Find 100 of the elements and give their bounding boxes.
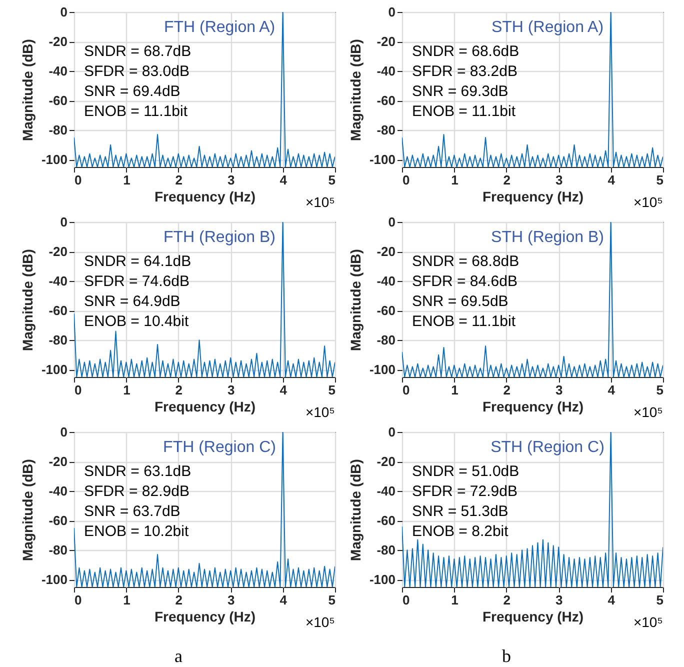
- x-tick-label: 5: [656, 592, 664, 608]
- y-axis-title: Magnitude (dB): [19, 39, 36, 141]
- annotation: SNDR = 68.8dB: [412, 253, 520, 270]
- chart-title: FTH (Region A): [164, 19, 276, 36]
- y-tick-label: -100: [41, 362, 68, 378]
- x-tick-label: 1: [451, 382, 458, 398]
- annotation: SNR = 69.4dB: [84, 83, 180, 100]
- x-tick-label: 3: [227, 172, 235, 188]
- x-tick-label: 3: [227, 382, 235, 398]
- text: ×10⁵: [633, 404, 663, 420]
- y-tick-label: -100: [369, 152, 396, 168]
- chart-title: STH (Region A): [491, 19, 604, 36]
- y-tick-label: 0: [388, 4, 396, 20]
- x-tick-label: 4: [280, 592, 288, 608]
- y-tick-label: -20: [48, 34, 68, 50]
- y-tick-label: -100: [41, 152, 68, 168]
- y-tick-label: -80: [376, 542, 396, 558]
- x-tick-label: 2: [175, 382, 183, 398]
- x-tick-label: 1: [451, 172, 458, 188]
- y-axis-title: Magnitude (dB): [347, 249, 364, 351]
- y-tick-label: -80: [376, 122, 396, 138]
- x-tick-label: 5: [656, 382, 664, 398]
- chart-title: FTH (Region C): [163, 439, 276, 456]
- annotation: ENOB = 10.2bit: [84, 523, 190, 540]
- y-tick-label: -20: [48, 454, 68, 470]
- y-tick-label: 0: [388, 424, 396, 440]
- y-tick-label: 0: [60, 214, 68, 230]
- text: b: [502, 646, 511, 666]
- y-tick-label: -20: [376, 454, 396, 470]
- y-tick-label: -60: [376, 303, 396, 318]
- x-tick-label: 0: [402, 382, 410, 398]
- x-axis-title: Frequency (Hz): [154, 188, 256, 204]
- annotation: SNR = 64.9dB: [84, 293, 180, 310]
- y-tick-label: -20: [376, 34, 396, 50]
- y-tick-label: 0: [60, 4, 68, 20]
- annotation: SNDR = 51.0dB: [412, 463, 520, 480]
- text: ×10⁵: [305, 194, 335, 210]
- x-tick-label: 3: [227, 592, 235, 608]
- annotation: SFDR = 84.6dB: [412, 273, 518, 290]
- y-tick-label: -100: [369, 362, 396, 378]
- x-tick-label: 3: [555, 382, 563, 398]
- annotation: ENOB = 8.2bit: [412, 523, 510, 540]
- annotation: ENOB = 11.1bit: [412, 103, 516, 120]
- y-tick-label: -60: [376, 93, 396, 108]
- chart-title: FTH (Region B): [163, 229, 276, 246]
- x-tick-label: 3: [555, 592, 563, 608]
- y-tick-label: -100: [369, 572, 396, 588]
- x-tick-label: 5: [328, 382, 336, 398]
- x-tick-label: 2: [175, 172, 183, 188]
- y-tick-label: -80: [48, 122, 68, 138]
- x-axis-title: Frequency (Hz): [482, 188, 584, 204]
- y-axis-title: Magnitude (dB): [347, 459, 364, 561]
- y-tick-label: -80: [376, 332, 396, 348]
- annotation: SFDR = 83.0dB: [84, 63, 190, 80]
- annotation: SFDR = 72.9dB: [412, 483, 518, 500]
- annotation: SNR = 69.3dB: [412, 83, 508, 100]
- x-axis-title: Frequency (Hz): [482, 608, 584, 624]
- y-tick-label: -100: [41, 572, 68, 588]
- x-tick-label: 4: [608, 592, 616, 608]
- annotation: SNDR = 68.7dB: [84, 43, 192, 60]
- y-tick-label: -40: [376, 64, 396, 79]
- y-tick-label: -40: [376, 274, 396, 289]
- x-tick-label: 0: [402, 172, 410, 188]
- x-tick-label: 5: [328, 172, 336, 188]
- y-tick-label: -60: [48, 513, 68, 528]
- annotation: SNR = 69.5dB: [412, 293, 508, 310]
- x-tick-label: 3: [555, 172, 563, 188]
- annotation: ENOB = 11.1bit: [84, 103, 188, 120]
- y-tick-label: -40: [48, 274, 68, 289]
- annotation: SFDR = 83.2dB: [412, 63, 518, 80]
- x-tick-label: 0: [74, 382, 82, 398]
- text: ×10⁵: [305, 404, 335, 420]
- annotation: SFDR = 82.9dB: [84, 483, 190, 500]
- x-tick-label: 1: [123, 172, 130, 188]
- annotation: SNDR = 68.6dB: [412, 43, 520, 60]
- text: ×10⁵: [633, 614, 663, 630]
- x-tick-label: 4: [608, 172, 616, 188]
- x-axis-title: Frequency (Hz): [154, 398, 256, 414]
- x-tick-label: 4: [280, 382, 288, 398]
- y-tick-label: -40: [48, 484, 68, 499]
- annotation: ENOB = 10.4bit: [84, 313, 190, 330]
- x-tick-label: 2: [175, 592, 183, 608]
- annotation: SNDR = 63.1dB: [84, 463, 192, 480]
- y-axis-title: Magnitude (dB): [19, 459, 36, 561]
- y-axis-title: Magnitude (dB): [19, 249, 36, 351]
- text: ×10⁵: [633, 194, 663, 210]
- x-axis-title: Frequency (Hz): [154, 608, 256, 624]
- y-tick-label: -60: [48, 93, 68, 108]
- y-tick-label: -60: [376, 513, 396, 528]
- x-tick-label: 5: [656, 172, 664, 188]
- y-axis-title: Magnitude (dB): [347, 39, 364, 141]
- x-tick-label: 1: [451, 592, 458, 608]
- y-tick-label: 0: [388, 214, 396, 230]
- x-tick-label: 4: [280, 172, 288, 188]
- y-tick-label: -80: [48, 542, 68, 558]
- annotation: SFDR = 74.6dB: [84, 273, 190, 290]
- chart-title: STH (Region C): [490, 439, 604, 456]
- y-tick-label: -60: [48, 303, 68, 318]
- x-tick-label: 4: [608, 382, 616, 398]
- annotation: ENOB = 11.1bit: [412, 313, 516, 330]
